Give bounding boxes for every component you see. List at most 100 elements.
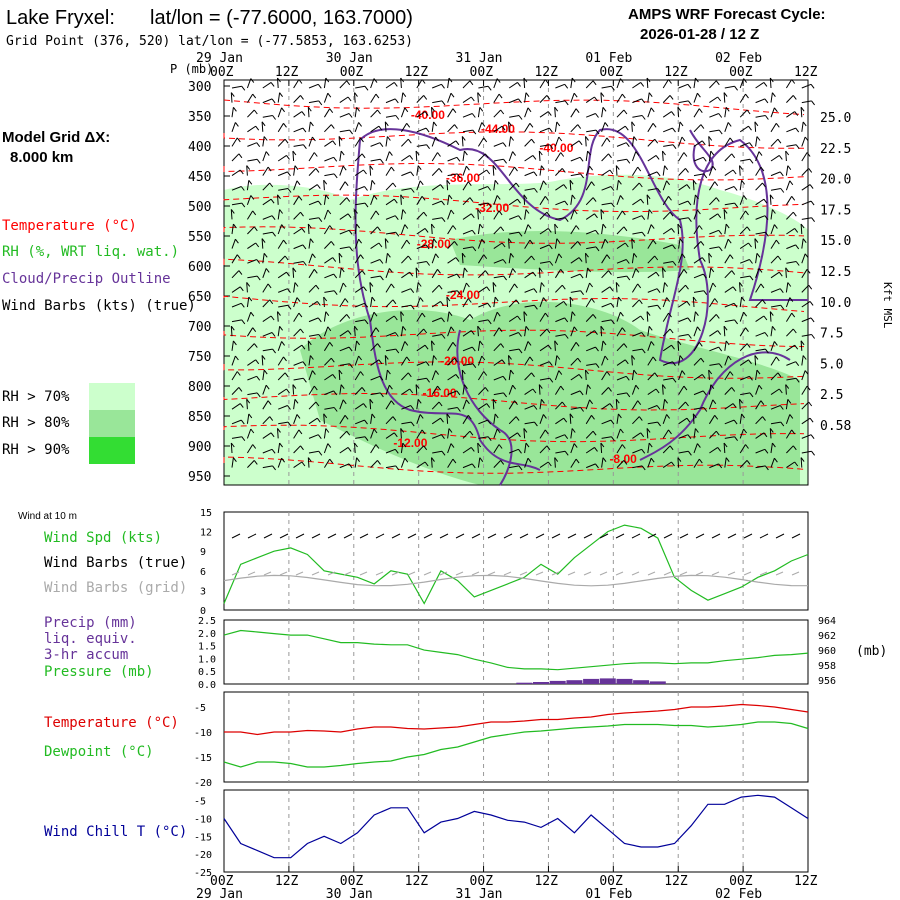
wind-barb: [308, 269, 315, 279]
wind-barb-flag: [779, 288, 784, 294]
wind-barb: [293, 399, 296, 410]
wind-barb: [601, 340, 604, 351]
wind-barb-flag: [400, 311, 405, 316]
wind-barb-flag: [272, 115, 277, 120]
wind-barb-flag: [548, 244, 553, 250]
wind-barb: [339, 129, 350, 133]
wind-barb-flag: [758, 268, 763, 273]
wind-barb: [524, 154, 534, 162]
wind-barb-flag: [657, 188, 661, 193]
wind-barb: [308, 238, 311, 249]
wind-barb-flag: [697, 443, 701, 448]
wind-barb-flag: [631, 238, 636, 243]
wind-barb: [308, 300, 318, 308]
wind-barb: [416, 414, 421, 424]
wind-barb-flag: [393, 432, 398, 438]
wind-barb-flag: [602, 223, 607, 229]
wind-barb-flag: [774, 457, 778, 463]
wind-barb-flag: [543, 180, 547, 186]
wind-barb: [539, 328, 548, 337]
wind-barb: [539, 361, 550, 366]
wind-barb: [785, 384, 787, 395]
pressure-tick-label: 350: [188, 110, 211, 125]
wind-barb: [262, 370, 265, 381]
wind-barb: [308, 370, 313, 381]
wind-barb-flag: [683, 152, 688, 157]
wind-barb-flag: [654, 255, 659, 261]
wind-barb-flag: [253, 226, 258, 232]
wind-barb: [739, 125, 749, 133]
wind-barb-flag: [317, 434, 322, 440]
wind-barb: [786, 445, 794, 454]
wind-barb: [508, 136, 512, 147]
wind-barb: [755, 370, 758, 381]
wind-barb-flag: [745, 444, 749, 449]
wind-barb: [293, 244, 304, 250]
wind-barb-flag: [250, 78, 255, 83]
wind-barb: [293, 445, 301, 454]
wind-barb: [570, 458, 577, 468]
wind10-grid-barb: [263, 571, 272, 576]
wind-barb-flag: [794, 228, 799, 233]
wind-barb: [600, 209, 603, 220]
wind10-barb: [679, 533, 689, 539]
wind-barb-flag: [332, 140, 337, 146]
wind-barb-flag: [692, 413, 697, 419]
wind-barb: [801, 238, 804, 249]
pressure-tick-label: 900: [188, 440, 211, 455]
wind-barb-flag: [424, 461, 429, 467]
wind-barb: [493, 125, 503, 133]
wind-barb-flag: [395, 348, 400, 354]
wind-barb: [277, 239, 284, 249]
wind-barb-flag: [277, 311, 281, 316]
wind-barb-flag: [302, 261, 307, 266]
wind-barb-flag: [486, 286, 491, 292]
wind-barb: [431, 184, 441, 191]
wind-barb-flag: [743, 78, 747, 83]
wind-barb-flag: [501, 125, 506, 131]
wind-barb-flag: [393, 198, 398, 204]
wind-barb: [785, 267, 787, 278]
wind-barb: [786, 95, 794, 103]
wind-barb-flag: [575, 225, 580, 230]
wind-barb-flag: [754, 121, 759, 127]
wind-barb: [770, 458, 775, 468]
wind-barb: [246, 78, 252, 89]
height-tick-label: 0.58: [820, 419, 851, 434]
wind-barb: [400, 209, 404, 220]
wind-barb: [631, 136, 635, 147]
wind-barb: [570, 93, 575, 103]
wind-barb: [278, 188, 289, 191]
wind-barb-flag: [424, 344, 429, 350]
wind-barb-flag: [232, 457, 237, 463]
wind-barb: [416, 445, 425, 454]
windchill-tick-label: -25: [194, 868, 212, 879]
wind-barb-flag: [672, 127, 676, 133]
wind-barb-flag: [769, 428, 774, 433]
wind-barb: [370, 142, 381, 147]
wind-barb: [539, 399, 542, 410]
wind-barb: [740, 275, 751, 279]
wind-barb-flag: [718, 230, 723, 235]
wind10-grid-barb: [247, 571, 256, 576]
wind-barb-flag: [230, 442, 235, 448]
wind-barb: [508, 283, 515, 293]
wind-barb: [616, 210, 623, 220]
wind-barb-flag: [241, 202, 246, 208]
wind-barb: [277, 107, 283, 118]
wind-barb: [478, 319, 489, 323]
wind-barb-flag: [595, 463, 599, 469]
wind-barb-flag: [307, 340, 312, 346]
wind-barb-flag: [772, 325, 776, 331]
wind-barb-flag: [710, 384, 715, 390]
wind-barb-flag: [804, 136, 809, 142]
wind-barb: [539, 211, 548, 220]
wind-barb: [570, 428, 573, 439]
height-tick-label: 5.0: [820, 357, 843, 372]
wind-barb: [724, 355, 729, 366]
wind-barb-flag: [426, 377, 431, 383]
wind-barb-flag: [232, 340, 237, 346]
wind-barb-flag: [546, 211, 551, 217]
wind-barb-flag: [529, 356, 534, 362]
kft-label: Kft MSL: [881, 282, 894, 329]
